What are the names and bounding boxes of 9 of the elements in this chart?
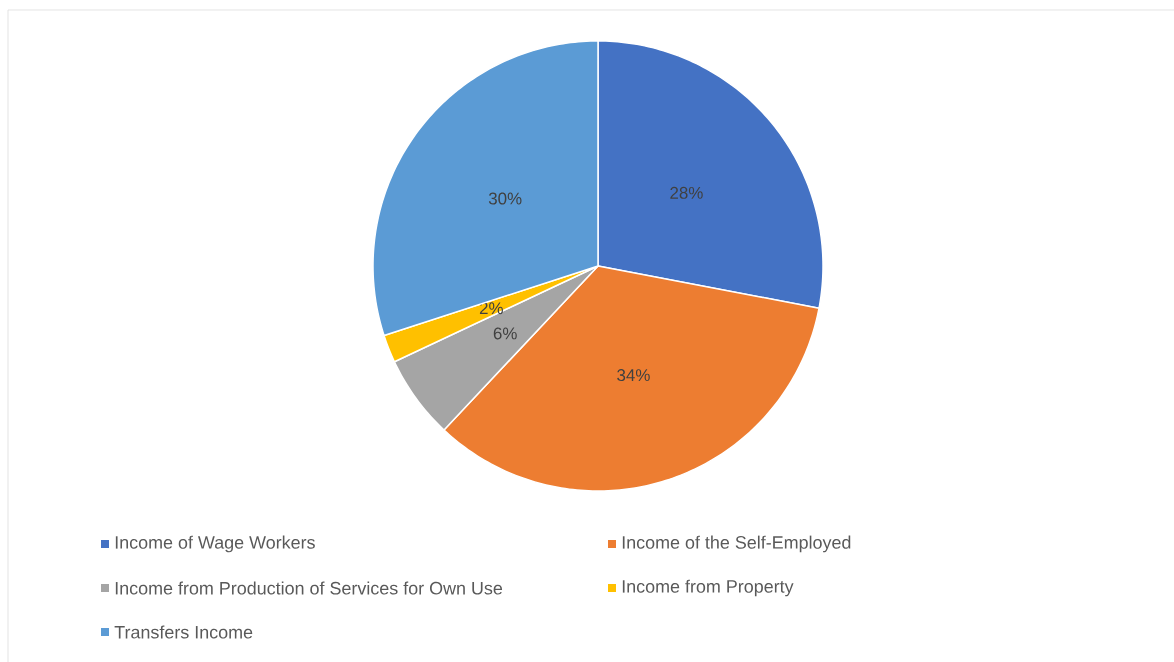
legend-label: Income from Property xyxy=(622,579,794,597)
data-label: 6% xyxy=(493,327,517,340)
legend-label: Transfers Income xyxy=(114,625,253,639)
legend-label: Income from Production of Services for Own Use xyxy=(115,581,503,595)
data-label: 30% xyxy=(488,192,522,205)
data-label: 28% xyxy=(670,186,703,199)
data-label: 34% xyxy=(617,369,650,382)
legend-label: Income of the Self-Employed xyxy=(622,535,851,553)
legend-label: Income of Wage Workers xyxy=(115,535,315,553)
